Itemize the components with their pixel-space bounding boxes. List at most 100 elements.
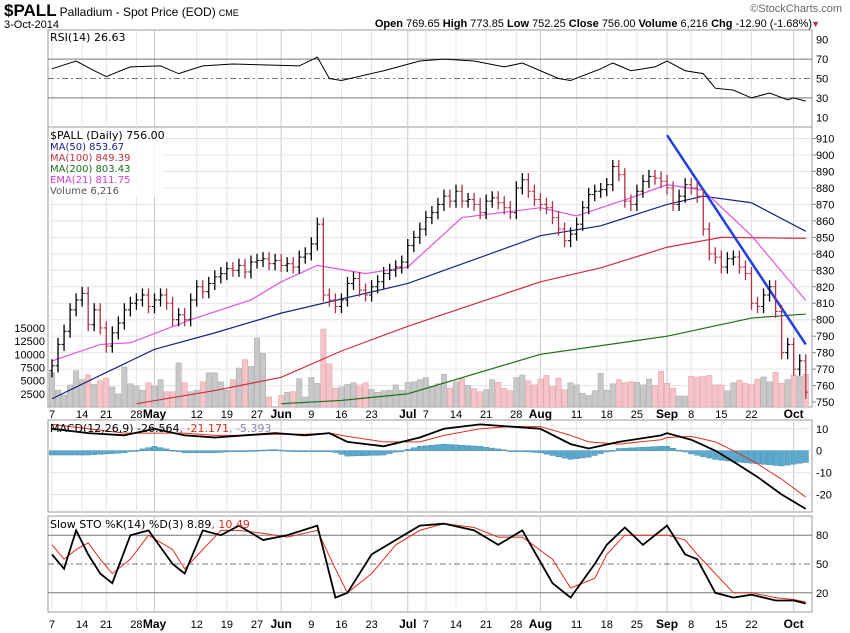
macd-histogram-bar <box>435 444 441 451</box>
macd-histogram-bar <box>236 450 242 452</box>
macd-histogram-bar <box>73 450 80 456</box>
volume-bar <box>501 387 508 408</box>
volume-bar <box>477 391 484 408</box>
rsi-tick-label: 90 <box>816 35 828 47</box>
macd-histogram-bar <box>145 447 152 451</box>
macd-histogram-bar <box>278 449 285 452</box>
volume-bar <box>712 384 719 408</box>
macd-histogram-bar <box>181 450 188 454</box>
macd-legend: MACD(12,26,9) -26.564, -21.171, -5.393 <box>50 422 271 435</box>
x-tick-label: 18 <box>601 619 613 631</box>
volume-bar <box>416 379 423 408</box>
macd-histogram-bar <box>627 447 634 451</box>
x-tick-label: 27 <box>251 619 263 631</box>
axes: 77141421212828MayMay121219192727JunJun99… <box>14 35 834 631</box>
macd-histogram-bar <box>266 449 272 451</box>
macd-histogram-bar <box>706 450 713 459</box>
price-bars <box>49 159 809 399</box>
volume-bar <box>724 390 731 408</box>
macd-histogram-bar <box>320 450 327 452</box>
sto-k-line <box>51 522 806 605</box>
macd-histogram-bar <box>169 450 176 452</box>
volume-bar <box>483 389 490 408</box>
rsi-tick-label: 10 <box>816 112 828 124</box>
high-value: 773.85 <box>470 18 504 30</box>
volume-bar <box>326 363 333 408</box>
macd-histogram-bar <box>290 450 297 452</box>
macd-histogram-bar <box>561 450 568 459</box>
x-tick-label: Sep <box>656 617 678 631</box>
volume-bar <box>573 384 580 408</box>
volume-bar <box>706 375 713 408</box>
macd-histogram-bar <box>326 450 333 452</box>
volume-bar <box>362 382 369 408</box>
macd-histogram-bar <box>55 450 61 456</box>
volume-bar <box>555 377 562 408</box>
price-tick-label: 860 <box>816 216 834 228</box>
main-panel <box>47 126 813 408</box>
volume-label: Volume <box>638 18 678 30</box>
rsi-tick-label: 70 <box>816 54 828 66</box>
sto-tick-label: 20 <box>816 588 828 600</box>
low-label: Low <box>507 18 529 30</box>
macd-histogram-bar <box>615 448 622 451</box>
macd-histogram-bar <box>471 445 477 451</box>
macd-histogram-bar <box>229 450 236 452</box>
x-tick-label: 27 <box>251 409 263 421</box>
macd-histogram-bar <box>621 447 628 451</box>
macd-histogram-bar <box>796 450 803 464</box>
macd-histogram-bar <box>441 443 447 451</box>
volume-bar <box>398 389 405 408</box>
x-tick-label: 21 <box>480 409 492 421</box>
symbol: $PALL <box>4 1 57 20</box>
down-triangle-icon: ▼ <box>811 19 820 29</box>
macd-histogram-bar <box>573 450 580 459</box>
volume-bar <box>434 383 441 408</box>
volume-bar <box>766 381 773 408</box>
x-tick-label: Aug <box>529 617 552 631</box>
volume-bar <box>169 391 176 408</box>
volume-bar <box>157 379 164 408</box>
macd-histogram-bar <box>676 449 683 452</box>
open-value: 769.65 <box>406 18 440 30</box>
volume-bar <box>549 386 556 408</box>
volume-bar <box>133 385 140 408</box>
volume-bar <box>742 383 749 408</box>
price-tick-label: 910 <box>816 134 834 146</box>
macd-histogram-bar <box>97 450 104 455</box>
close-value: 756.00 <box>601 18 636 30</box>
price-tick-label: 800 <box>816 315 834 327</box>
chart-date: 3-Oct-2014 <box>4 19 60 31</box>
x-tick-label: 21 <box>100 409 112 421</box>
volume-bar <box>410 381 417 408</box>
macd-histogram-bar <box>790 450 797 465</box>
macd-histogram-bar <box>284 450 291 452</box>
volume-bar <box>314 383 321 408</box>
volume-tick-label: 5000 <box>21 376 45 388</box>
x-tick-label: 28 <box>130 619 142 631</box>
volume-bar <box>428 386 435 408</box>
volume-bar <box>73 370 80 408</box>
macd-histogram-bar <box>555 450 562 457</box>
legend-ma100: MA(100) 849.39 <box>50 153 131 164</box>
macd-histogram-bar <box>513 450 520 452</box>
macd-histogram-bar <box>501 449 508 451</box>
sto-d-line <box>51 523 806 603</box>
macd-histogram-bar <box>109 450 116 454</box>
macd-histogram-bar <box>748 450 755 464</box>
volume-bar <box>79 379 86 408</box>
macd-tick-label: -10 <box>816 468 832 480</box>
x-tick-label: 9 <box>308 409 314 421</box>
volume-bar <box>338 386 345 408</box>
x-tick-label: 22 <box>745 409 757 421</box>
volume-bar <box>344 384 351 408</box>
macd-histogram-bar <box>465 445 471 451</box>
macd-histogram-bar <box>392 450 399 453</box>
macd-histogram-bar <box>597 450 604 454</box>
legend-price: $PALL (Daily) 756.00 <box>50 129 165 142</box>
price-tick-label: 790 <box>816 331 834 343</box>
x-tick-label: 11 <box>571 619 582 631</box>
macd-histogram-bar <box>260 449 266 452</box>
macd-histogram-bar <box>193 450 200 454</box>
volume-bar <box>374 392 381 408</box>
